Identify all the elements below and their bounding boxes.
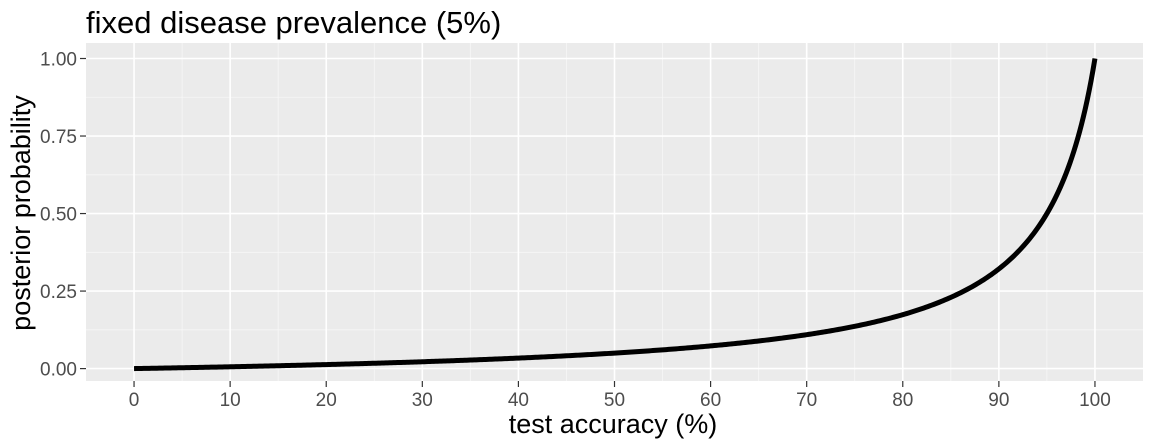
x-axis-title: test accuracy (%)	[509, 409, 718, 439]
y-axis-tick-labels: 0.00 0.25 0.50 0.75 1.00	[40, 50, 77, 381]
x-tick-label: 10	[220, 390, 241, 411]
x-tick-label: 80	[892, 390, 913, 411]
chart-title: fixed disease prevalence (5%)	[86, 5, 501, 40]
y-tick-label: 0.50	[40, 205, 77, 226]
x-tick-label: 0	[129, 390, 140, 411]
y-tick-label: 0.00	[40, 360, 77, 381]
x-tick-label: 30	[412, 390, 433, 411]
series-layer	[133, 58, 1098, 372]
x-tick-label: 40	[508, 390, 529, 411]
x-tick-label: 70	[796, 390, 817, 411]
x-tick-label: 100	[1079, 390, 1111, 411]
x-tick-label: 60	[700, 390, 721, 411]
x-axis-tick-labels: 0 10 20 30 40 50 60 70 80 90 100	[129, 390, 1111, 411]
y-axis-title: posterior probability	[6, 95, 36, 331]
y-tick-label: 0.25	[40, 282, 77, 303]
x-tick-label: 20	[316, 390, 337, 411]
major-gridlines	[86, 43, 1143, 381]
y-tick-label: 1.00	[40, 50, 77, 71]
x-tick-label: 90	[988, 390, 1009, 411]
x-tick-label: 50	[604, 390, 625, 411]
y-tick-label: 0.75	[40, 127, 77, 148]
axis-ticks	[80, 57, 1096, 387]
series-line	[133, 58, 1098, 372]
